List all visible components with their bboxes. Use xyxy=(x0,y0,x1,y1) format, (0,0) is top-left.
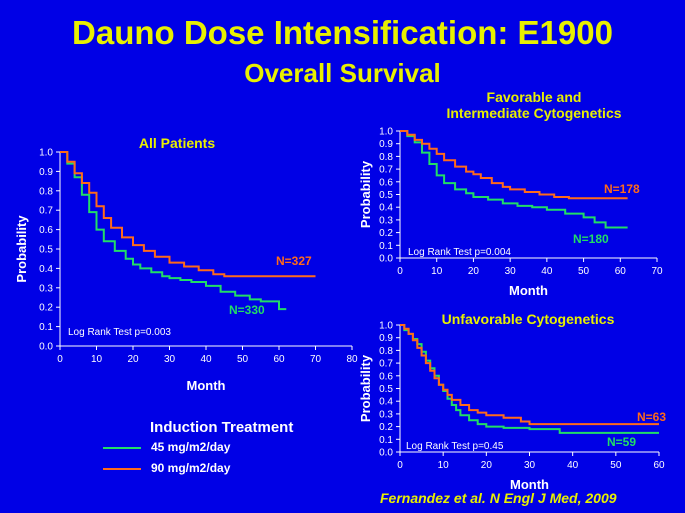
y-tick-label: 0.2 xyxy=(379,228,393,239)
y-tick-label: 0.0 xyxy=(379,448,393,459)
y-tick-label: 0.6 xyxy=(39,225,53,236)
x-axis-label: Month xyxy=(509,283,548,298)
y-tick-label: 0.5 xyxy=(379,190,393,201)
y-tick-label: 0.1 xyxy=(379,241,393,252)
y-tick-label: 0.2 xyxy=(379,422,393,433)
x-tick-label: 20 xyxy=(127,354,139,365)
x-tick-label: 70 xyxy=(310,354,322,365)
y-tick-label: 0.7 xyxy=(379,359,393,370)
y-tick-label: 0.5 xyxy=(379,384,393,395)
series-line-N=330 xyxy=(60,151,287,311)
x-tick-label: 10 xyxy=(431,266,443,277)
y-tick-label: 0.5 xyxy=(39,245,53,256)
legend-swatch-45mg xyxy=(103,447,141,449)
x-tick-label: 80 xyxy=(346,354,358,365)
log-rank-annotation: Log Rank Test p=0.45 xyxy=(406,441,504,452)
y-axis-label: Probability xyxy=(358,160,373,228)
x-tick-label: 0 xyxy=(397,460,403,471)
x-tick-label: 20 xyxy=(481,460,493,471)
y-tick-label: 0.0 xyxy=(379,254,393,265)
log-rank-annotation: Log Rank Test p=0.003 xyxy=(68,327,171,338)
y-tick-label: 0.0 xyxy=(39,342,53,353)
x-tick-label: 70 xyxy=(651,266,663,277)
chart-title: Favorable and xyxy=(487,89,582,105)
y-axis-label: Probability xyxy=(358,354,373,422)
series-line-N=327 xyxy=(60,151,316,278)
y-tick-label: 0.1 xyxy=(39,322,53,333)
slide-title: Dauno Dose Intensification: E1900 xyxy=(72,14,613,51)
x-tick-label: 60 xyxy=(273,354,285,365)
y-tick-label: 1.0 xyxy=(39,148,53,159)
x-tick-label: 50 xyxy=(610,460,622,471)
chart-3: Unfavorable Cytogenetics 0.0 0.1 0.2 0.30.4 0… xyxy=(358,311,666,492)
x-axis-label: Month xyxy=(510,477,549,492)
y-tick-label: 0.9 xyxy=(379,139,393,150)
x-tick-label: 50 xyxy=(578,266,590,277)
x-tick-label: 60 xyxy=(615,266,627,277)
x-tick-label: 10 xyxy=(91,354,103,365)
y-tick-label: 0.9 xyxy=(379,333,393,344)
series-line-N=178 xyxy=(400,130,628,200)
x-tick-label: 40 xyxy=(200,354,212,365)
y-tick-label: 0.7 xyxy=(39,206,53,217)
y-tick-label: 0.8 xyxy=(39,186,53,197)
x-axis-label: Month xyxy=(187,378,226,393)
x-tick-label: 30 xyxy=(164,354,176,365)
legend-label-45mg: 45 mg/m2/day xyxy=(151,440,231,454)
x-tick-label: 60 xyxy=(653,460,665,471)
x-tick-label: 30 xyxy=(505,266,517,277)
y-tick-label: 0.3 xyxy=(379,215,393,226)
series-count-label: N=180 xyxy=(573,232,609,246)
x-tick-label: 0 xyxy=(397,266,403,277)
y-tick-label: 1.0 xyxy=(379,321,393,332)
series-line-N=63 xyxy=(400,324,659,426)
citation: Fernandez et al. N Engl J Med, 2009 xyxy=(380,490,617,506)
chart-title: All Patients xyxy=(139,135,215,151)
log-rank-annotation: Log Rank Test p=0.004 xyxy=(408,247,511,258)
y-axis-label: Probability xyxy=(14,215,29,283)
y-tick-label: 0.8 xyxy=(379,346,393,357)
series-count-label: N=178 xyxy=(604,182,640,196)
y-tick-label: 0.4 xyxy=(379,203,393,214)
y-tick-label: 0.2 xyxy=(39,303,53,314)
y-tick-label: 0.9 xyxy=(39,167,53,178)
x-tick-label: 50 xyxy=(237,354,249,365)
legend-title: Induction Treatment xyxy=(150,419,294,436)
x-tick-label: 30 xyxy=(524,460,536,471)
y-tick-label: 0.7 xyxy=(379,165,393,176)
series-count-label: N=330 xyxy=(229,303,265,317)
legend-label-90mg: 90 mg/m2/day xyxy=(151,461,231,475)
y-tick-label: 0.3 xyxy=(39,283,53,294)
series-count-label: N=59 xyxy=(607,435,636,449)
legend-swatch-90mg xyxy=(103,468,141,470)
x-tick-label: 20 xyxy=(468,266,480,277)
slide-subtitle: Overall Survival xyxy=(244,58,441,88)
x-tick-label: 0 xyxy=(57,354,63,365)
y-tick-label: 0.6 xyxy=(379,371,393,382)
series-count-label: N=63 xyxy=(637,410,666,424)
chart-1: All Patients 0.0 0.1 0.2 0.3 0.4 0.5 0.6 0.7 0.8 0… xyxy=(14,135,358,393)
y-tick-label: 0.4 xyxy=(39,264,53,275)
y-tick-label: 0.4 xyxy=(379,397,393,408)
y-tick-label: 0.1 xyxy=(379,435,393,446)
y-tick-label: 0.8 xyxy=(379,152,393,163)
x-tick-label: 40 xyxy=(541,266,553,277)
x-tick-label: 40 xyxy=(567,460,579,471)
y-tick-label: 1.0 xyxy=(379,127,393,138)
chart-title: Unfavorable Cytogenetics xyxy=(442,311,615,327)
y-tick-label: 0.6 xyxy=(379,177,393,188)
series-line-N=180 xyxy=(400,130,628,229)
x-tick-label: 10 xyxy=(438,460,450,471)
series-count-label: N=327 xyxy=(276,254,312,268)
chart-title: Intermediate Cytogenetics xyxy=(446,105,621,121)
y-tick-label: 0.3 xyxy=(379,409,393,420)
